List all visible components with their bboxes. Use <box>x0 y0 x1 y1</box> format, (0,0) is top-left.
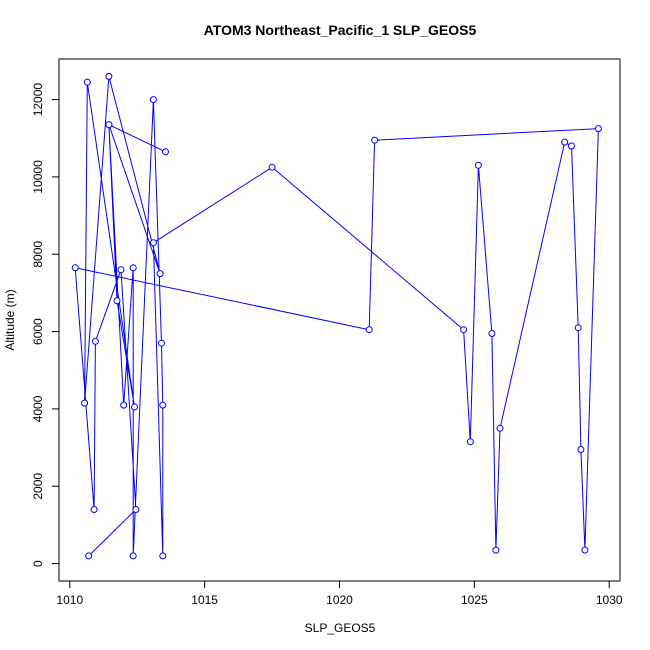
data-point <box>81 399 89 407</box>
data-point <box>568 142 575 150</box>
data-point <box>105 121 113 129</box>
series-line <box>74 76 599 557</box>
y-tick-label: 8000 <box>31 241 45 268</box>
data-point <box>131 403 138 411</box>
x-tick-label: 1025 <box>461 593 488 607</box>
data-point <box>113 297 121 305</box>
data-point <box>120 401 128 409</box>
data-point <box>83 78 91 86</box>
x-tick-label: 1020 <box>326 593 353 607</box>
y-axis-label: Altitude (m) <box>3 289 17 350</box>
data-point <box>365 326 373 334</box>
y-tick-label: 0 <box>31 560 45 567</box>
data-point <box>156 270 164 278</box>
data-point <box>460 326 468 334</box>
x-tick-label: 1030 <box>596 593 623 607</box>
data-point <box>371 136 379 144</box>
data-point <box>117 266 125 274</box>
data-point <box>577 446 585 453</box>
data-point <box>268 163 276 171</box>
y-tick-label: 4000 <box>31 395 45 422</box>
data-point <box>159 401 167 409</box>
data-points <box>71 72 602 560</box>
data-point <box>488 330 496 337</box>
x-axis-label: SLP_GEOS5 <box>305 621 376 635</box>
y-tick-label: 6000 <box>31 318 45 345</box>
x-tick-label: 1015 <box>191 593 218 607</box>
data-point <box>105 72 113 80</box>
y-axis: 0 2000 4000 6000 8000 10000 12000 <box>31 83 60 567</box>
data-point <box>496 424 504 432</box>
x-tick-label: 1010 <box>56 593 83 607</box>
data-point <box>594 125 602 133</box>
data-point <box>561 138 569 146</box>
data-point <box>132 506 140 513</box>
data-point <box>91 337 99 345</box>
data-point <box>158 339 165 347</box>
data-point <box>149 96 157 104</box>
y-tick-label: 10000 <box>31 160 45 194</box>
data-point <box>85 552 93 560</box>
data-point <box>129 552 137 560</box>
data-point <box>149 239 157 247</box>
data-point <box>90 506 98 513</box>
data-point <box>466 438 474 446</box>
data-point <box>71 264 79 272</box>
data-point <box>492 546 500 554</box>
data-point <box>474 161 482 169</box>
y-tick-label: 12000 <box>31 83 45 117</box>
data-point <box>581 546 589 554</box>
y-tick-label: 2000 <box>31 473 45 500</box>
data-point <box>574 324 582 332</box>
data-point <box>159 552 167 560</box>
data-point <box>162 148 169 156</box>
data-point <box>129 264 137 272</box>
x-axis: 1010 1015 1020 1025 1030 <box>56 580 623 607</box>
chart-title: ATOM3 Northeast_Pacific_1 SLP_GEOS5 <box>204 22 477 38</box>
